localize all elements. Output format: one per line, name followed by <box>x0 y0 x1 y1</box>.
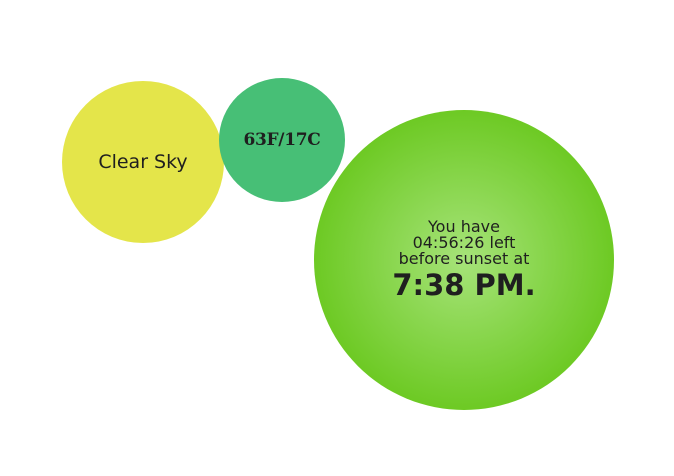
sunset-bubble: You have 04:56:26 left before sunset at … <box>314 110 614 410</box>
temperature-label: 63F/17C <box>243 130 321 150</box>
condition-label: Clear Sky <box>98 151 188 173</box>
sunset-before-text: before sunset at <box>398 249 530 268</box>
temperature-bubble: 63F/17C <box>219 78 345 202</box>
condition-bubble: Clear Sky <box>62 81 224 243</box>
sunset-countdown-text: 04:56:26 left <box>412 233 516 252</box>
sunset-time: 7:38 PM. <box>392 268 536 302</box>
sunset-intro-text: You have <box>428 217 500 236</box>
